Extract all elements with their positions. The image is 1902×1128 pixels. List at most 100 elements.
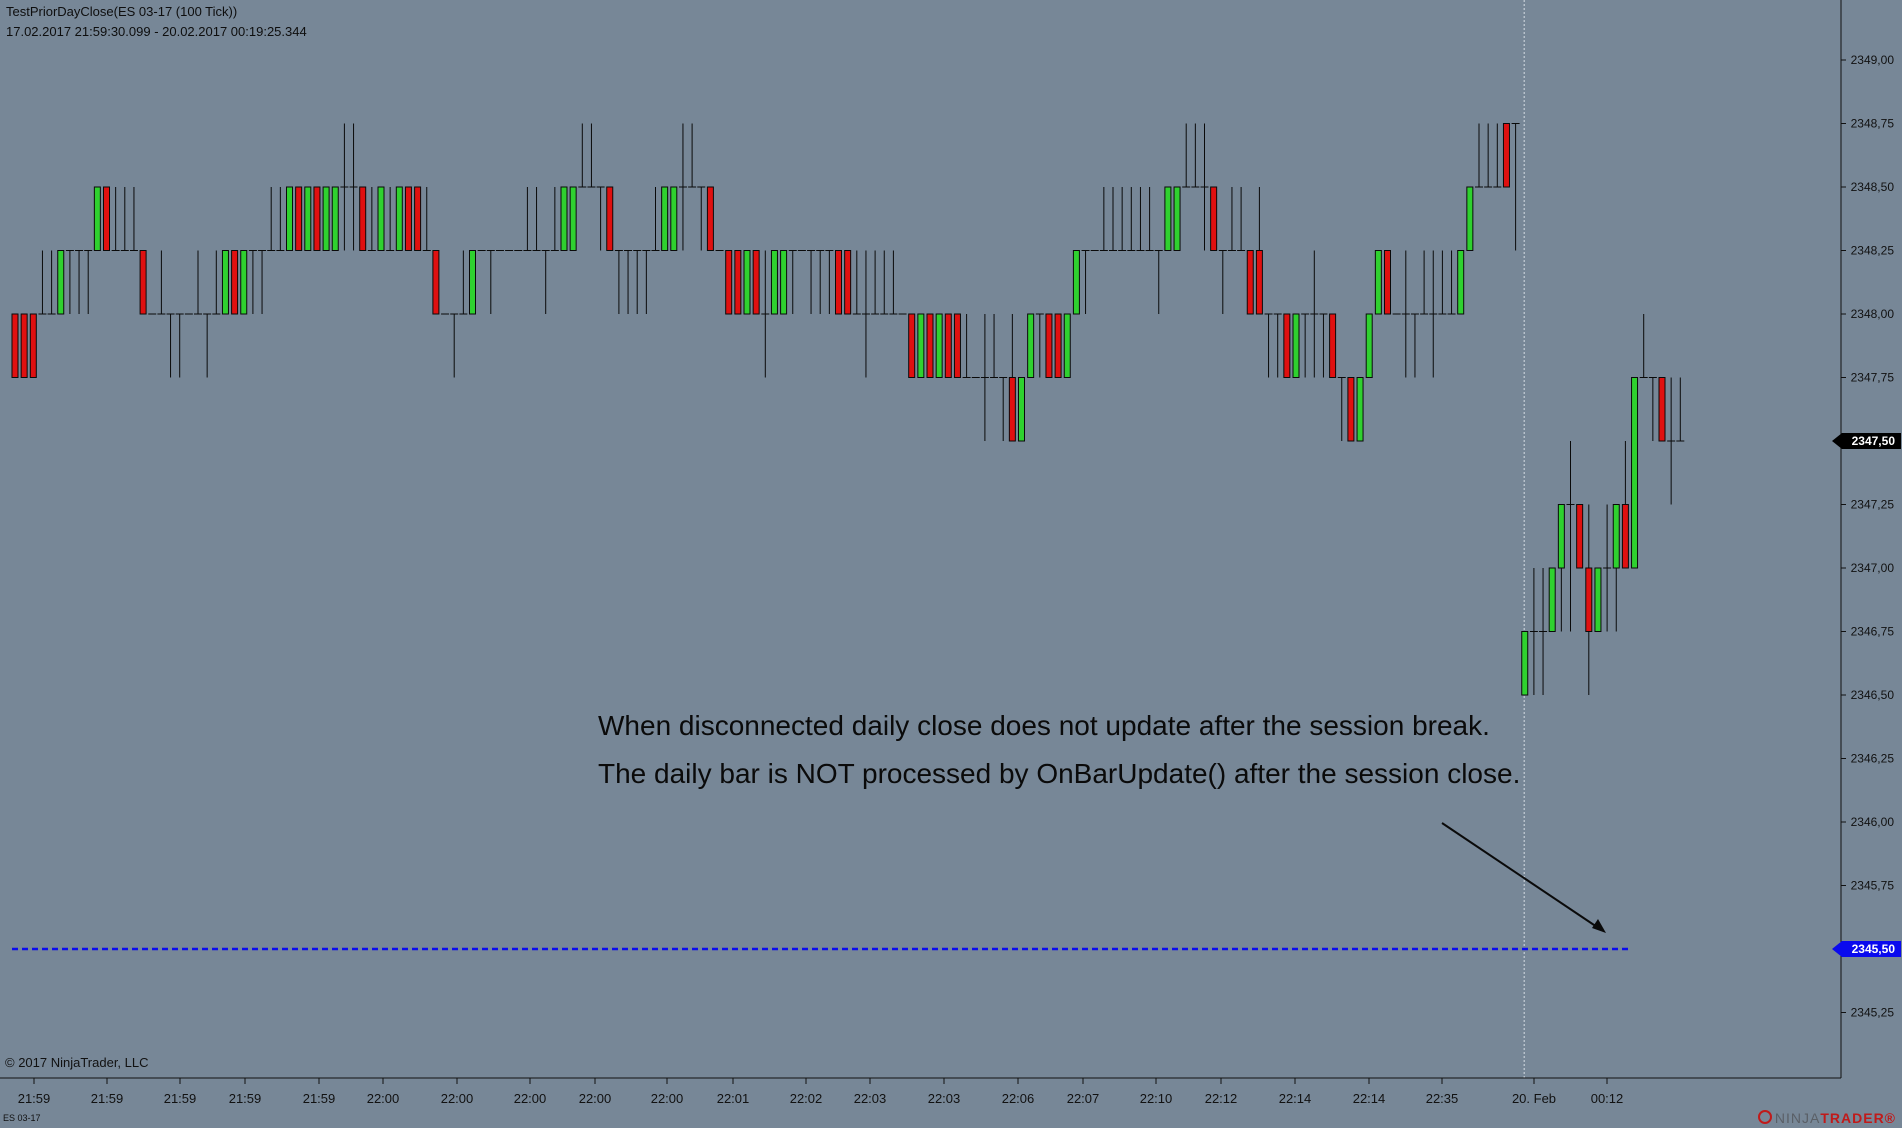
y-tick-label: 2346,25 [1851, 752, 1895, 766]
price-markers: 2347,50 2345,50 [1832, 433, 1901, 957]
bar-down [1054, 313, 1062, 378]
bar-down [231, 250, 239, 315]
y-tick-label: 2347,25 [1851, 498, 1895, 512]
y-tick-label: 2346,50 [1851, 688, 1895, 702]
bar-up [1173, 186, 1181, 251]
x-tick-label: 22:00 [367, 1091, 400, 1106]
bar-up [1612, 504, 1620, 569]
bar-up [331, 186, 339, 251]
bar-down [844, 250, 852, 315]
bar-down [944, 313, 952, 378]
x-tick-label: 22:35 [1426, 1091, 1459, 1106]
annotation-arrowhead [1592, 919, 1606, 933]
x-tick-label: 22:14 [1353, 1091, 1386, 1106]
x-tick-label: 22:00 [579, 1091, 612, 1106]
y-tick-label: 2345,75 [1851, 879, 1895, 893]
bar-up [1631, 377, 1639, 569]
bar-down [1576, 504, 1584, 569]
y-tick-label: 2345,25 [1851, 1006, 1895, 1020]
x-axis-ticks: 21:59 21:59 21:59 21:59 21:59 22:00 22:00 22:00… [18, 1078, 1623, 1106]
x-tick-label: 21:59 [164, 1091, 197, 1106]
x-tick-label: 21:59 [91, 1091, 124, 1106]
x-tick-label: 22:01 [717, 1091, 750, 1106]
bar-down [295, 186, 303, 251]
bar-up [780, 250, 788, 315]
bar-up [661, 186, 669, 251]
prior-close-marker-label: 2345,50 [1852, 942, 1896, 956]
bar-down [11, 313, 19, 378]
y-tick-label: 2348,75 [1851, 117, 1895, 131]
bar-up [240, 250, 248, 315]
bar-down [359, 186, 367, 251]
bar-down [725, 250, 733, 315]
bar-down [1045, 313, 1053, 378]
bar-down [926, 313, 934, 378]
bar-up [569, 186, 577, 251]
bar-down [752, 250, 760, 315]
y-tick-label: 2347,75 [1851, 371, 1895, 385]
copyright-text: © 2017 NinjaTrader, LLC [5, 1055, 149, 1070]
bar-down [1621, 504, 1629, 569]
bar-down [139, 250, 147, 315]
x-tick-label: 22:00 [651, 1091, 684, 1106]
bar-down [1283, 313, 1291, 378]
bar-down [1384, 250, 1391, 315]
bar-up [395, 186, 403, 251]
bar-up [670, 186, 678, 251]
x-tick-label: 22:00 [441, 1091, 474, 1106]
chart-title: TestPriorDayClose(ES 03-17 (100 Tick)) [6, 4, 238, 19]
bar-down [313, 186, 321, 251]
y-tick-label: 2346,75 [1851, 625, 1895, 639]
x-tick-label: 22:14 [1279, 1091, 1312, 1106]
bar-down [1210, 186, 1218, 251]
x-tick-label: 22:07 [1067, 1091, 1100, 1106]
y-tick-label: 2348,00 [1851, 307, 1895, 321]
chart-date-range: 17.02.2017 21:59:30.099 - 20.02.2017 00:… [6, 24, 307, 39]
prior-close-marker [1832, 941, 1901, 957]
bar-up [221, 250, 229, 315]
x-tick-label: 22:06 [1002, 1091, 1035, 1106]
bar-down [908, 313, 916, 378]
bar-up [57, 250, 65, 315]
x-tick-label: 22:03 [928, 1091, 961, 1106]
y-tick-label: 2348,25 [1851, 244, 1895, 258]
bar-down [29, 313, 37, 378]
bar-up [1365, 313, 1373, 378]
bar-up [1164, 186, 1172, 251]
brand-mark-icon [1757, 1110, 1772, 1124]
bar-down [1008, 377, 1016, 442]
current-price-marker-label: 2347,50 [1852, 434, 1896, 448]
bar-down [835, 250, 842, 315]
y-tick-label: 2346,00 [1851, 815, 1895, 829]
bar-down [1502, 123, 1510, 188]
bar-up [1063, 313, 1071, 378]
y-axis-ticks: 2349,00 2348,75 2348,50 2348,25 2348,00 2347,… [1841, 53, 1894, 1020]
bar-up [1521, 631, 1529, 696]
bar-down [1658, 377, 1666, 442]
bar-up [1548, 567, 1556, 632]
bar-down [734, 250, 742, 315]
x-tick-label: 22:00 [514, 1091, 547, 1106]
brand-suffix: TRADER® [1820, 1110, 1896, 1126]
annotation-arrow [1441, 822, 1601, 930]
bar-up [1027, 313, 1035, 378]
bar-down [414, 186, 422, 251]
x-tick-label: 22:12 [1205, 1091, 1238, 1106]
bar-up [1018, 377, 1025, 442]
bar-up [1374, 250, 1382, 315]
bars-layer [11, 123, 1685, 696]
x-tick-label: 22:02 [790, 1091, 823, 1106]
bar-up [1356, 377, 1364, 442]
bar-down [20, 313, 28, 378]
bar-up [1457, 250, 1465, 315]
bar-down [606, 186, 614, 251]
current-price-marker [1832, 433, 1901, 449]
bar-up [560, 186, 568, 251]
bar-up [770, 250, 778, 315]
x-tick-label: 21:59 [303, 1091, 336, 1106]
bar-up [1292, 313, 1300, 378]
bar-up [1466, 186, 1474, 251]
bar-down [432, 250, 440, 315]
annotation-line-1: When disconnected daily close does not u… [598, 710, 1490, 741]
